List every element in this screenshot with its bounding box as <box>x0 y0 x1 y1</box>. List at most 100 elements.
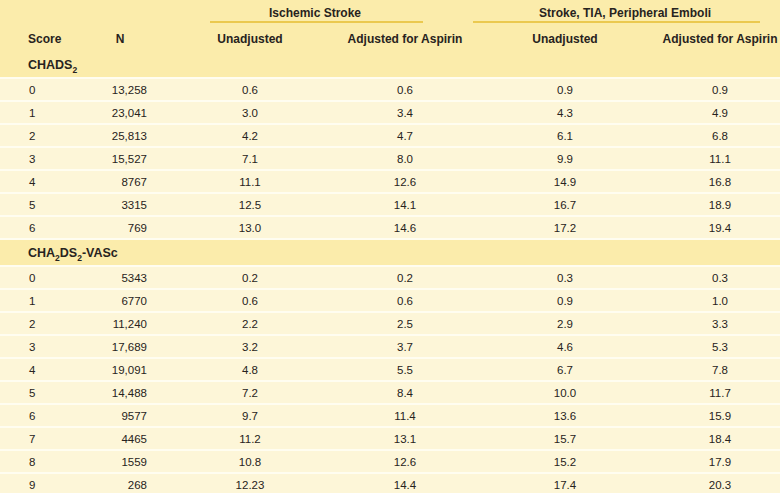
value-cell: 11.1 <box>660 147 780 170</box>
n-cell: 4465 <box>80 427 160 450</box>
value-cell: 7.1 <box>160 147 340 170</box>
value-cell: 7.2 <box>160 381 340 404</box>
section-title-text: DS <box>60 246 77 260</box>
score-cell: 1 <box>0 289 80 312</box>
n-cell: 5343 <box>80 266 160 289</box>
value-cell: 18.4 <box>660 427 780 450</box>
table-row: 123,0413.03.44.34.9 <box>0 101 780 124</box>
value-cell: 0.6 <box>160 78 340 101</box>
table-row: 676913.014.617.219.4 <box>0 216 780 239</box>
value-cell: 13.6 <box>470 404 660 427</box>
score-cell: 8 <box>0 450 80 473</box>
table-row: 167700.60.60.91.0 <box>0 289 780 312</box>
value-cell: 14.4 <box>340 473 470 493</box>
value-cell: 14.9 <box>470 170 660 193</box>
value-cell: 12.6 <box>340 450 470 473</box>
n-cell: 15,527 <box>80 147 160 170</box>
value-cell: 19.4 <box>660 216 780 239</box>
table-row: 013,2580.60.60.90.9 <box>0 78 780 101</box>
value-cell: 0.2 <box>160 266 340 289</box>
value-cell: 6.7 <box>470 358 660 381</box>
value-cell: 6.1 <box>470 124 660 147</box>
score-cell: 2 <box>0 124 80 147</box>
value-cell: 6.8 <box>660 124 780 147</box>
group-header-label: Stroke, TIA, Peripheral Emboli <box>539 6 711 20</box>
score-cell: 6 <box>0 216 80 239</box>
stroke-rate-table: Ischemic Stroke Stroke, TIA, Peripheral … <box>0 0 780 493</box>
value-cell: 11.2 <box>160 427 340 450</box>
value-cell: 12.5 <box>160 193 340 216</box>
value-cell: 3.0 <box>160 101 340 124</box>
score-cell: 4 <box>0 358 80 381</box>
value-cell: 0.6 <box>160 289 340 312</box>
value-cell: 17.2 <box>470 216 660 239</box>
table-header: Ischemic Stroke Stroke, TIA, Peripheral … <box>0 0 780 52</box>
column-header-n: N <box>80 26 160 52</box>
score-cell: 1 <box>0 101 80 124</box>
value-cell: 8.4 <box>340 381 470 404</box>
value-cell: 0.3 <box>470 266 660 289</box>
value-cell: 15.2 <box>470 450 660 473</box>
group-header-spacer <box>0 0 160 26</box>
n-cell: 25,813 <box>80 124 160 147</box>
table-row: 7446511.213.115.718.4 <box>0 427 780 450</box>
score-cell: 3 <box>0 147 80 170</box>
table-row: 5331512.514.116.718.9 <box>0 193 780 216</box>
n-cell: 6770 <box>80 289 160 312</box>
section-title: CHADS2 <box>0 52 780 78</box>
score-cell: 0 <box>0 78 80 101</box>
value-cell: 10.8 <box>160 450 340 473</box>
column-header-row: Score N Unadjusted Adjusted for Aspirin … <box>0 26 780 52</box>
table-row: 053430.20.20.30.3 <box>0 266 780 289</box>
value-cell: 5.3 <box>660 335 780 358</box>
value-cell: 0.6 <box>340 78 470 101</box>
value-cell: 7.8 <box>660 358 780 381</box>
value-cell: 16.8 <box>660 170 780 193</box>
value-cell: 20.3 <box>660 473 780 493</box>
value-cell: 1.0 <box>660 289 780 312</box>
value-cell: 4.8 <box>160 358 340 381</box>
value-cell: 5.5 <box>340 358 470 381</box>
score-cell: 4 <box>0 170 80 193</box>
n-cell: 14,488 <box>80 381 160 404</box>
n-cell: 3315 <box>80 193 160 216</box>
score-cell: 6 <box>0 404 80 427</box>
value-cell: 0.2 <box>340 266 470 289</box>
table-row: 225,8134.24.76.16.8 <box>0 124 780 147</box>
table-body: CHADS2013,2580.60.60.90.9123,0413.03.44.… <box>0 52 780 493</box>
value-cell: 12.6 <box>340 170 470 193</box>
value-cell: 4.6 <box>470 335 660 358</box>
score-cell: 7 <box>0 427 80 450</box>
table-row: 4876711.112.614.916.8 <box>0 170 780 193</box>
score-cell: 5 <box>0 193 80 216</box>
table-row: 419,0914.85.56.77.8 <box>0 358 780 381</box>
value-cell: 14.1 <box>340 193 470 216</box>
value-cell: 0.9 <box>470 78 660 101</box>
table-row: 8155910.812.615.217.9 <box>0 450 780 473</box>
column-header-unadjusted-2: Unadjusted <box>470 26 660 52</box>
column-header-adjusted-1: Adjusted for Aspirin <box>340 26 470 52</box>
value-cell: 0.3 <box>660 266 780 289</box>
value-cell: 4.9 <box>660 101 780 124</box>
n-cell: 1559 <box>80 450 160 473</box>
gold-rule <box>473 21 760 23</box>
group-header-label: Ischemic Stroke <box>269 6 361 20</box>
n-cell: 268 <box>80 473 160 493</box>
score-cell: 9 <box>0 473 80 493</box>
value-cell: 15.9 <box>660 404 780 427</box>
value-cell: 8.0 <box>340 147 470 170</box>
value-cell: 2.5 <box>340 312 470 335</box>
score-cell: 5 <box>0 381 80 404</box>
value-cell: 11.7 <box>660 381 780 404</box>
group-header-stroke-tia-emboli: Stroke, TIA, Peripheral Emboli <box>470 0 780 26</box>
column-header-adjusted-2: Adjusted for Aspirin <box>660 26 780 52</box>
table-row: 315,5277.18.09.911.1 <box>0 147 780 170</box>
value-cell: 15.7 <box>470 427 660 450</box>
value-cell: 2.9 <box>470 312 660 335</box>
n-cell: 8767 <box>80 170 160 193</box>
value-cell: 17.9 <box>660 450 780 473</box>
value-cell: 0.6 <box>340 289 470 312</box>
section-title-text: CHADS <box>28 58 72 72</box>
value-cell: 16.7 <box>470 193 660 216</box>
group-header-ischemic-stroke: Ischemic Stroke <box>160 0 470 26</box>
